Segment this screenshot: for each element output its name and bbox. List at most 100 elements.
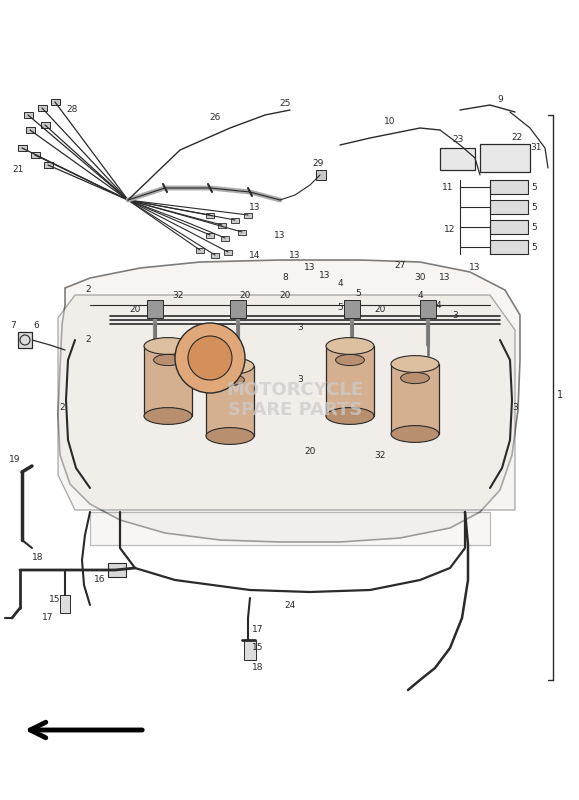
Bar [147,300,163,318]
Bar [44,162,53,168]
Text: 22: 22 [511,134,523,142]
Text: 5: 5 [355,289,361,298]
Text: 29: 29 [312,158,324,167]
Text: 3: 3 [297,375,303,385]
Text: 20: 20 [129,306,141,314]
Text: 23: 23 [452,135,464,145]
Text: 3: 3 [297,323,303,333]
Bar [480,144,530,172]
Text: 20: 20 [279,291,291,301]
Bar [38,105,47,111]
Text: 13: 13 [290,250,301,259]
Text: 1: 1 [557,390,563,400]
Polygon shape [90,512,490,545]
Text: 17: 17 [42,614,54,622]
Text: 28: 28 [67,106,78,114]
Text: 24: 24 [284,601,296,610]
Text: 5: 5 [531,202,537,211]
Text: 4: 4 [435,301,441,310]
Bar [211,253,219,258]
Ellipse shape [206,427,254,444]
Text: 24: 24 [196,330,207,338]
Bar [18,145,27,151]
Polygon shape [58,295,515,510]
Bar [490,220,528,234]
Bar [218,223,226,228]
Text: 3: 3 [452,310,458,319]
Bar [244,213,252,218]
Bar [221,236,229,241]
Bar [344,300,360,318]
Ellipse shape [206,358,254,374]
Text: 8: 8 [282,274,288,282]
Text: 5: 5 [337,303,343,313]
Text: 13: 13 [439,274,450,282]
Bar [490,180,528,194]
Bar [26,127,35,133]
Bar [316,170,326,180]
Text: 16: 16 [94,575,106,585]
Text: 18: 18 [32,554,44,562]
Bar [144,346,192,416]
Text: 20: 20 [305,447,316,457]
Polygon shape [58,260,520,542]
Text: 27: 27 [394,261,406,270]
Text: 13: 13 [469,263,481,273]
Bar [108,563,126,577]
Text: 32: 32 [374,450,386,459]
Text: 21: 21 [12,166,24,174]
Text: 15: 15 [49,595,61,605]
Bar [51,99,60,105]
Text: 17: 17 [252,626,264,634]
Bar [244,640,256,660]
Text: 5: 5 [531,222,537,231]
Circle shape [188,336,232,380]
Bar [231,218,239,223]
Bar [490,200,528,214]
Text: 12: 12 [444,226,456,234]
Text: 3: 3 [512,403,518,413]
Ellipse shape [215,374,244,386]
Text: 31: 31 [530,143,542,153]
Text: SPARE PARTS: SPARE PARTS [228,401,362,419]
Text: 6: 6 [33,322,39,330]
Bar [326,346,374,416]
Text: 11: 11 [442,183,454,193]
Ellipse shape [391,426,439,442]
Text: 2: 2 [85,286,91,294]
Text: MOTORCYCLE: MOTORCYCLE [226,381,364,399]
Text: 4: 4 [337,278,343,287]
Text: 15: 15 [252,643,264,653]
Ellipse shape [391,355,439,373]
Ellipse shape [144,408,192,424]
Bar [60,595,70,613]
Ellipse shape [326,408,374,424]
Bar [420,300,436,318]
Text: 2: 2 [85,335,91,345]
Ellipse shape [326,338,374,354]
Bar [18,332,32,348]
Text: 14: 14 [250,250,261,259]
Bar [206,366,254,436]
Text: 7: 7 [10,322,16,330]
Text: 9: 9 [497,95,503,105]
Ellipse shape [153,354,182,366]
Bar [196,248,204,253]
Bar [440,148,475,170]
Text: 19: 19 [9,455,21,465]
Text: 26: 26 [210,114,221,122]
Text: 13: 13 [319,270,331,279]
Text: 10: 10 [384,118,396,126]
Ellipse shape [336,354,364,366]
Bar [238,230,246,235]
Text: 20: 20 [239,291,251,301]
Bar [41,122,50,128]
Text: 32: 32 [173,291,184,301]
Circle shape [175,323,245,393]
Text: 4: 4 [417,290,423,299]
Text: 5: 5 [531,182,537,191]
Text: 20: 20 [374,306,386,314]
Bar [224,250,232,255]
Bar [391,364,439,434]
Text: 5: 5 [531,242,537,251]
